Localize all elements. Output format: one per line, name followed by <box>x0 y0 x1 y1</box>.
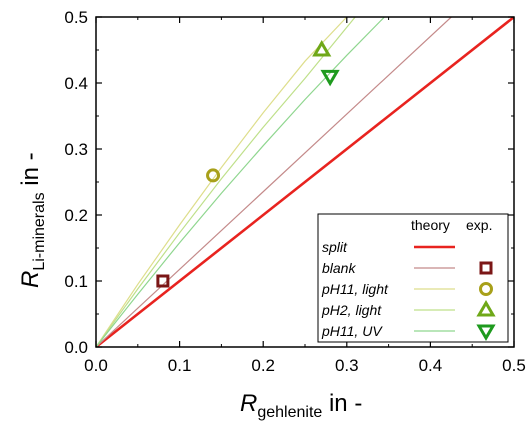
theory-lines <box>96 17 514 347</box>
legend-marker-ph2-light <box>476 300 496 317</box>
theory-line-ph11-light <box>96 17 348 347</box>
experimental-markers <box>156 40 340 288</box>
legend-header-exp: exp. <box>466 217 492 233</box>
theory-line-split <box>96 17 514 347</box>
y-tick-label: 0.1 <box>64 272 88 291</box>
y-tick-label: 0.5 <box>64 8 88 27</box>
theory-line-ph11-uv <box>96 17 385 347</box>
legend-header-theory: theory <box>411 217 450 233</box>
exp-point-ph11-uv <box>320 69 340 87</box>
y-tick-label: 0.3 <box>64 140 88 159</box>
legend-label-ph11-uv: pH11, UV <box>321 323 383 339</box>
exp-point-ph11-light <box>206 168 221 183</box>
x-tick-label: 0.1 <box>168 356 192 375</box>
y-tick-label: 0.0 <box>64 338 88 357</box>
legend-marker-ph11-uv <box>476 324 496 341</box>
legend-label-ph11-light: pH11, light <box>321 281 389 297</box>
theory-line-ph2-light <box>96 17 356 347</box>
y-axis-title: RLi-minerals in - <box>17 152 48 288</box>
y-tick-label: 0.4 <box>64 74 88 93</box>
axis-ticks: 0.0 0.1 0.2 0.3 0.4 0.5 0.0 0.1 0.2 0.3 0.4 0.5 <box>64 8 525 375</box>
legend-marker-ph11-light <box>479 282 493 296</box>
x-tick-label: 0.4 <box>419 356 443 375</box>
legend-label-blank: blank <box>322 260 356 276</box>
legend-label-split: split <box>322 239 348 255</box>
x-axis-title: Rgehlenite in - <box>240 390 362 421</box>
legend: theory exp. split blank pH11, light pH2, li… <box>317 213 509 343</box>
exp-point-blank <box>156 274 170 288</box>
exp-point-ph2-light <box>312 40 332 57</box>
x-tick-label: 0.2 <box>251 356 275 375</box>
legend-box <box>317 213 509 343</box>
legend-marker-blank <box>479 261 493 275</box>
y-tick-label: 0.2 <box>64 206 88 225</box>
x-tick-label: 0.5 <box>502 356 526 375</box>
theory-line-blank <box>96 17 452 347</box>
x-tick-label: 0.3 <box>335 356 359 375</box>
x-tick-label: 0.0 <box>84 356 108 375</box>
legend-label-ph2-light: pH2, light <box>321 302 382 318</box>
